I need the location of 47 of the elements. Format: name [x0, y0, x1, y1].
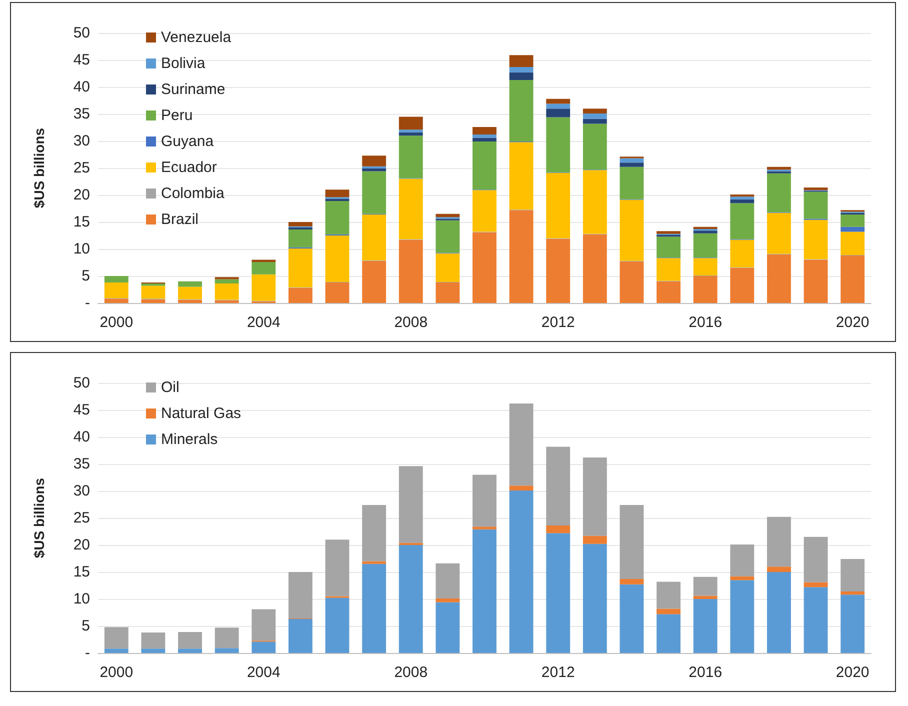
x-tick-label: 2004 [246, 314, 280, 331]
y-tick-label: 10 [73, 240, 90, 258]
y-tick-label: 40 [73, 428, 90, 446]
y-tick-label: 30 [73, 132, 90, 150]
x-tick-label: 2016 [688, 664, 722, 681]
x-tick-label: 2008 [394, 664, 428, 681]
x-tick-label: 2004 [246, 664, 280, 681]
x-tick-label: 2012 [541, 664, 575, 681]
legend-label: Minerals [161, 431, 218, 448]
legend-label: Suriname [161, 81, 226, 98]
y-tick-label: 50 [73, 24, 90, 42]
x-tick-label: 2008 [394, 314, 428, 331]
legend-label: Natural Gas [161, 405, 242, 422]
y-tick-label: 25 [73, 160, 90, 176]
y-tick-label: 15 [73, 214, 90, 230]
y-tick-label: - [85, 294, 90, 312]
y-tick-label: 35 [73, 106, 90, 122]
y-tick-label: 10 [73, 590, 90, 608]
y-tick-label: 15 [73, 564, 90, 580]
legend-label: Guyana [161, 133, 214, 150]
legend-label: Peru [161, 107, 193, 124]
y-tick-label: 5 [82, 268, 90, 284]
y-tick-label: 45 [73, 52, 90, 68]
y-tick-label: 35 [73, 456, 90, 472]
legend-label: Colombia [161, 185, 226, 202]
y-tick-label: 45 [73, 402, 90, 418]
x-tick-label: 2020 [836, 664, 870, 681]
x-tick-label: 2000 [100, 664, 134, 681]
y-tick-label: - [85, 644, 90, 662]
y-tick-label: 20 [73, 186, 90, 204]
legend-label: Oil [161, 379, 180, 396]
legend-label: Bolivia [161, 55, 206, 72]
x-tick-label: 2020 [836, 314, 870, 331]
y-tick-label: 25 [73, 510, 90, 526]
y-tick-label: 50 [73, 374, 90, 392]
y-tick-label: 20 [73, 536, 90, 554]
y-tick-label: 40 [73, 78, 90, 96]
legend-label: Venezuela [161, 29, 232, 46]
y-axis-title: $US billions [31, 128, 47, 208]
legend-label: Ecuador [161, 159, 217, 176]
x-tick-label: 2000 [100, 314, 134, 331]
y-tick-label: 30 [73, 482, 90, 500]
y-axis-title: $US billions [31, 478, 47, 558]
x-tick-label: 2012 [541, 314, 575, 331]
y-tick-label: 5 [82, 618, 90, 634]
x-tick-label: 2016 [688, 314, 722, 331]
legend-label: Brazil [161, 211, 199, 228]
